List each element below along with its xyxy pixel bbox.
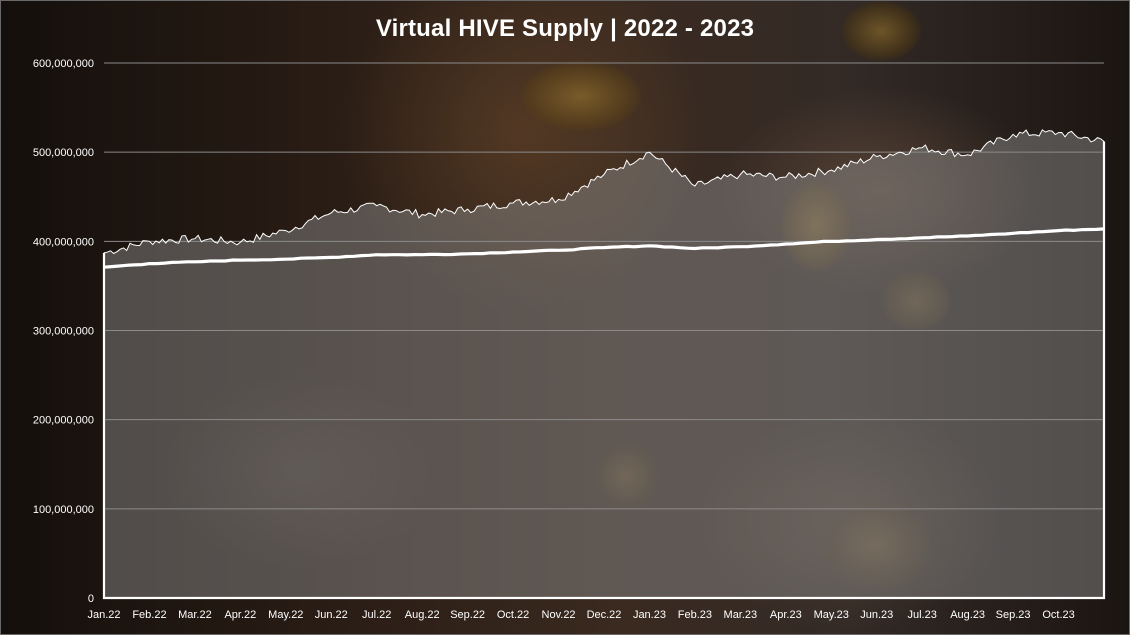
- upper-series-line: [103, 129, 1105, 255]
- background-art: [591, 441, 661, 511]
- x-tick-label: Aug.23: [950, 609, 985, 621]
- x-tick-label: Jul.23: [908, 609, 937, 621]
- y-tick-label: 300,000,000: [33, 326, 94, 338]
- y-tick-label: 600,000,000: [33, 58, 94, 70]
- x-tick-label: Apr.22: [224, 609, 256, 621]
- x-tick-label: Mar.23: [724, 609, 758, 621]
- area-fill: [104, 129, 1104, 599]
- x-tick-label: Jun.23: [860, 609, 893, 621]
- x-tick-label: May.22: [268, 609, 303, 621]
- x-tick-label: May.23: [814, 609, 849, 621]
- x-tick-label: Feb.22: [132, 609, 166, 621]
- y-tick-label: 500,000,000: [33, 147, 94, 159]
- lower-series-line: [103, 227, 1105, 269]
- y-axis: 0 100,000,000 200,000,000 300,000,000 400,00…: [33, 58, 94, 605]
- y-tick-label: 0: [88, 593, 94, 605]
- background-art: [781, 181, 851, 271]
- chart-title: Virtual HIVE Supply | 2022 - 2023: [375, 15, 755, 42]
- x-tick-label: Oct.22: [497, 609, 529, 621]
- y-tick-label: 400,000,000: [33, 236, 94, 248]
- background-art: [881, 271, 951, 331]
- x-tick-label: Sep.23: [996, 609, 1031, 621]
- x-tick-label: Oct.23: [1042, 609, 1074, 621]
- gridlines: [104, 62, 1104, 510]
- supply-area: [102, 129, 1106, 600]
- y-tick-label: 100,000,000: [33, 504, 94, 516]
- x-axis: Jan.22 Feb.22 Mar.22 Apr.22 May.22 Jun.22 Jul.…: [87, 609, 1074, 621]
- x-tick-label: Jun.22: [315, 609, 348, 621]
- x-tick-label: Jan.23: [633, 609, 666, 621]
- background-art: [521, 61, 641, 131]
- x-tick-label: Sep.22: [450, 609, 485, 621]
- x-tick-label: Apr.23: [770, 609, 802, 621]
- background-art: [841, 1, 921, 61]
- x-tick-label: Feb.23: [678, 609, 712, 621]
- x-tick-label: Nov.22: [542, 609, 576, 621]
- x-tick-label: Aug.22: [405, 609, 440, 621]
- x-tick-label: Mar.22: [178, 609, 212, 621]
- area-outline: [102, 141, 1106, 600]
- x-tick-label: Dec.22: [587, 609, 622, 621]
- background-art: [821, 501, 931, 591]
- x-tick-label: Jan.22: [87, 609, 120, 621]
- y-tick-label: 200,000,000: [33, 415, 94, 427]
- x-tick-label: Jul.22: [362, 609, 391, 621]
